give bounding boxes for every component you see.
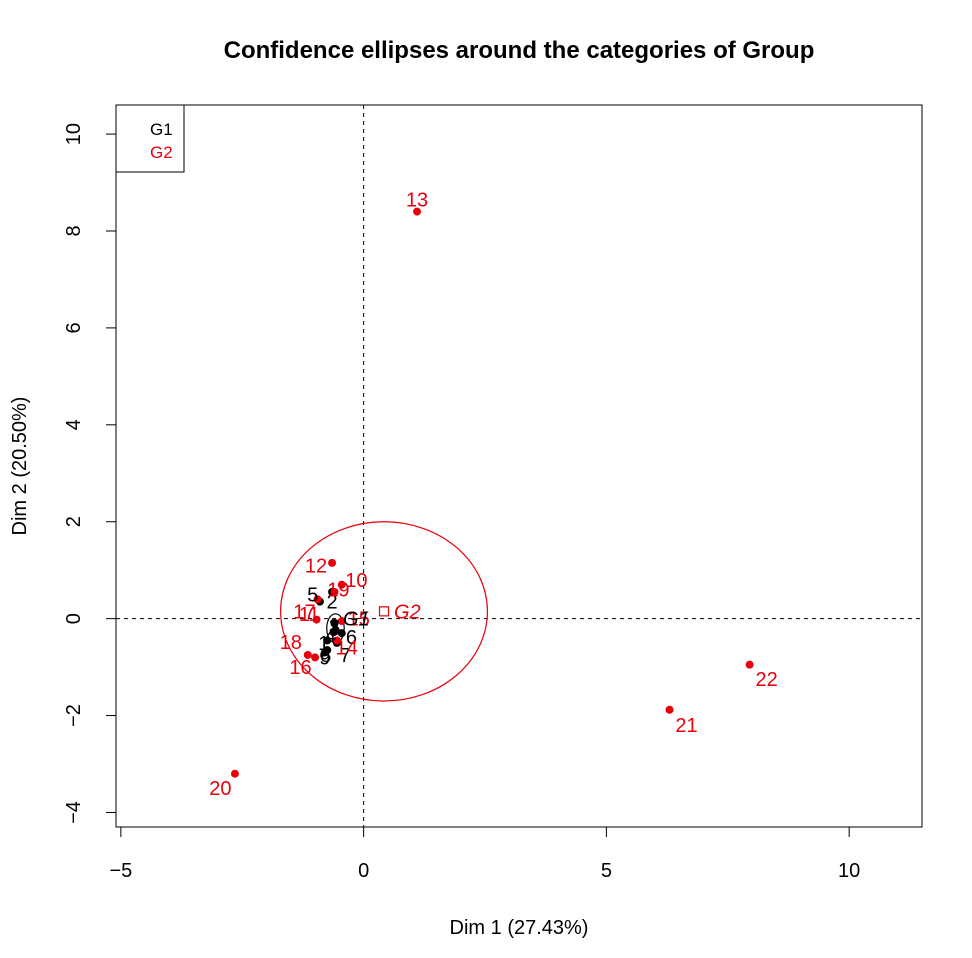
y-tick-label: 0 [63, 613, 85, 624]
point-14 [332, 636, 341, 645]
centroid-label-g2: G2 [394, 601, 421, 623]
point-22 [745, 660, 754, 669]
point-10 [337, 580, 346, 589]
y-axis-label: Dim 2 (20.50%) [9, 397, 31, 536]
ellipse-g2 [279, 521, 489, 702]
point-label-16: 16 [289, 657, 311, 679]
x-tick-label: 5 [601, 860, 612, 882]
point-label-15: 15 [348, 609, 370, 631]
legend-box [115, 104, 185, 173]
centroid-marker-g2 [378, 606, 390, 617]
point-label-9: 9 [319, 647, 330, 669]
point-label-19: 19 [327, 580, 349, 602]
group-centroids: G1 G2 [330, 601, 421, 636]
point-17 [313, 595, 322, 604]
point-label-5: 5 [307, 584, 318, 606]
point-label-20: 20 [209, 778, 231, 800]
point-12 [328, 558, 337, 567]
point-label-18: 18 [280, 632, 302, 654]
point-9 [320, 648, 329, 657]
point-label-4: 4 [325, 626, 336, 648]
point-label-1: 1 [318, 633, 329, 655]
point-3 [330, 619, 339, 628]
centroid-marker-g1 [330, 626, 340, 636]
point-1 [323, 636, 332, 645]
point-21 [665, 705, 674, 714]
legend-entry-g1: G1 [150, 120, 173, 139]
x-axis: −5 0 5 10 [109, 826, 860, 882]
y-tick-label: 4 [63, 419, 85, 430]
x-tick-label: −5 [109, 860, 132, 882]
y-tick-label: 10 [63, 123, 85, 145]
legend-entry-g2: G2 [150, 143, 173, 162]
data-points: 52341678913121019171115141816202122 [209, 189, 777, 800]
point-label-17: 17 [293, 601, 315, 623]
point-18 [303, 650, 312, 659]
y-tick-label: −2 [63, 704, 85, 727]
point-label-11: 11 [299, 604, 320, 626]
point-label-14: 14 [336, 638, 358, 660]
point-16 [311, 653, 320, 662]
plot-area [115, 104, 923, 828]
point-label-8: 8 [320, 645, 331, 667]
point-11 [312, 615, 321, 624]
y-tick-label: 6 [63, 322, 85, 333]
reference-lines [116, 105, 922, 827]
point-20 [230, 769, 239, 778]
y-tick-label: 8 [63, 225, 85, 236]
point-15 [337, 617, 346, 626]
point-19 [330, 587, 339, 596]
point-label-2: 2 [327, 592, 338, 614]
y-tick-label: 2 [63, 516, 85, 527]
point-label-12: 12 [305, 555, 327, 577]
point-label-13: 13 [406, 189, 428, 211]
point-label-7: 7 [340, 645, 351, 667]
point-label-6: 6 [346, 627, 357, 649]
y-axis: −4 −2 0 2 4 6 8 10 [63, 123, 117, 824]
x-axis-label: Dim 1 (27.43%) [450, 917, 589, 939]
y-tick-label: −4 [63, 801, 85, 824]
chart-title: Confidence ellipses around the categorie… [224, 37, 815, 64]
point-label-21: 21 [675, 715, 697, 737]
x-tick-label: 10 [838, 860, 860, 882]
point-label-10: 10 [345, 570, 367, 592]
legend: G1 G2 [115, 104, 185, 173]
point-13 [413, 207, 422, 216]
centroid-label-g1: G1 [343, 609, 370, 631]
x-tick-label: 0 [358, 860, 369, 882]
point-label-22: 22 [756, 669, 778, 691]
